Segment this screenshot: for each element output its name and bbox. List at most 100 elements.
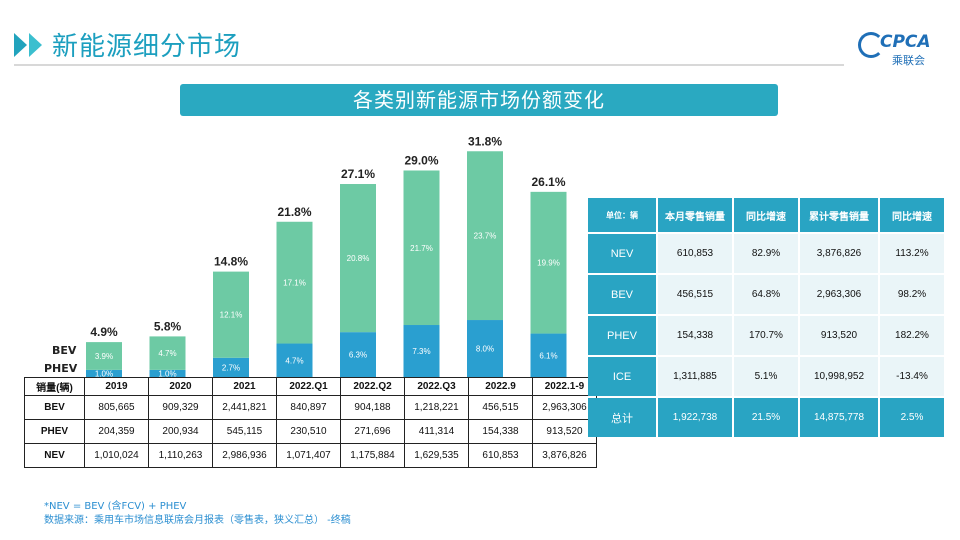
table-cell: 271,696 bbox=[340, 419, 405, 444]
data-label-phev: 7.3% bbox=[412, 347, 430, 356]
page-header: 新能源细分市场 bbox=[14, 26, 241, 63]
sales-table-col: 2021 bbox=[212, 377, 277, 396]
data-label-phev: 4.7% bbox=[285, 356, 303, 365]
table-row: BEV 805,665 909,329 2,441,821 840,897 90… bbox=[24, 395, 597, 420]
table-cell: 1,010,024 bbox=[84, 443, 149, 468]
header-divider bbox=[14, 64, 844, 66]
summary-table: 单位：辆 本月零售销量 同比增速 累计零售销量 同比增速 NEV 610,853… bbox=[586, 196, 946, 439]
data-label-bev: 20.8% bbox=[347, 254, 370, 263]
bar-bev bbox=[86, 342, 122, 370]
summary-cell: 64.8% bbox=[734, 275, 798, 314]
table-cell: 904,188 bbox=[340, 395, 405, 420]
bar-bev bbox=[149, 336, 186, 370]
bar-phev bbox=[530, 333, 567, 377]
summary-cell: 913,520 bbox=[800, 316, 878, 355]
row-label: BEV bbox=[24, 395, 85, 420]
data-label-phev: 6.3% bbox=[349, 351, 367, 360]
table-cell: 840,897 bbox=[276, 395, 341, 420]
data-label-bev: 12.1% bbox=[220, 311, 243, 320]
data-label-phev: 6.1% bbox=[539, 351, 557, 360]
summary-cell: 1,311,885 bbox=[658, 357, 732, 396]
bar-phev bbox=[149, 369, 186, 377]
summary-cell: 2.5% bbox=[880, 398, 944, 437]
sales-table-col: 2022.Q2 bbox=[340, 377, 405, 396]
summary-row: PHEV 154,338 170.7% 913,520 182.2% bbox=[588, 316, 944, 355]
table-cell: 909,329 bbox=[148, 395, 213, 420]
summary-row-label: BEV bbox=[588, 275, 656, 314]
table-cell: 913,520 bbox=[532, 419, 597, 444]
table-cell: 154,338 bbox=[468, 419, 533, 444]
summary-header: 累计零售销量 bbox=[800, 198, 878, 232]
summary-cell: 610,853 bbox=[658, 234, 732, 273]
summary-cell: 456,515 bbox=[658, 275, 732, 314]
summary-cell: 1,922,738 bbox=[658, 398, 732, 437]
data-label-bev: 19.9% bbox=[537, 259, 560, 268]
table-row: PHEV 204,359 200,934 545,115 230,510 271… bbox=[24, 419, 597, 444]
bar-bev bbox=[276, 221, 313, 344]
summary-cell: 2,963,306 bbox=[800, 275, 878, 314]
row-label: NEV bbox=[24, 443, 85, 468]
summary-row: NEV 610,853 82.9% 3,876,826 113.2% bbox=[588, 234, 944, 273]
data-label-bev: 23.7% bbox=[474, 232, 497, 241]
sales-table-header-row: 销量(辆) 2019 2020 2021 2022.Q1 2022.Q2 202… bbox=[24, 377, 597, 396]
data-label-total: 21.8% bbox=[277, 205, 311, 219]
table-cell: 2,963,306 bbox=[532, 395, 597, 420]
sales-table-col: 2020 bbox=[148, 377, 213, 396]
table-cell: 411,314 bbox=[404, 419, 469, 444]
bar-phev bbox=[86, 369, 122, 377]
table-cell: 545,115 bbox=[212, 419, 277, 444]
legend-phev: PHEV bbox=[44, 362, 78, 375]
data-label-total: 31.8% bbox=[468, 134, 502, 148]
chart-title-banner: 各类别新能源市场份额变化 bbox=[180, 84, 778, 116]
data-label-bev: 4.7% bbox=[158, 349, 176, 358]
summary-cell: 10,998,952 bbox=[800, 357, 878, 396]
chevron-icon bbox=[14, 32, 44, 57]
summary-row-label: 总计 bbox=[588, 398, 656, 437]
summary-row: ICE 1,311,885 5.1% 10,998,952 -13.4% bbox=[588, 357, 944, 396]
summary-cell: 21.5% bbox=[734, 398, 798, 437]
bar-bev bbox=[530, 191, 567, 334]
data-label-bev: 21.7% bbox=[410, 244, 433, 253]
summary-row-label: NEV bbox=[588, 234, 656, 273]
summary-header-row: 单位：辆 本月零售销量 同比增速 累计零售销量 同比增速 bbox=[588, 198, 944, 232]
summary-cell: 113.2% bbox=[880, 234, 944, 273]
sales-table-col: 2022.Q3 bbox=[404, 377, 469, 396]
table-cell: 1,110,263 bbox=[148, 443, 213, 468]
logo-text: CPCA bbox=[880, 32, 931, 52]
data-label-phev: 8.0% bbox=[476, 345, 494, 354]
table-cell: 805,665 bbox=[84, 395, 149, 420]
data-label-phev: 2.7% bbox=[222, 363, 240, 372]
table-cell: 200,934 bbox=[148, 419, 213, 444]
logo-orb-icon bbox=[858, 32, 884, 58]
bar-bev bbox=[467, 151, 503, 321]
summary-cell: 3,876,826 bbox=[800, 234, 878, 273]
table-cell: 456,515 bbox=[468, 395, 533, 420]
bar-phev bbox=[276, 343, 313, 377]
table-cell: 2,986,936 bbox=[212, 443, 277, 468]
data-label-total: 27.1% bbox=[341, 167, 375, 181]
cpca-logo: CPCA 乘联会 bbox=[852, 26, 948, 70]
summary-cell: 182.2% bbox=[880, 316, 944, 355]
data-label-total: 5.8% bbox=[154, 319, 182, 333]
summary-cell: 98.2% bbox=[880, 275, 944, 314]
row-label: PHEV bbox=[24, 419, 85, 444]
bar-bev bbox=[340, 184, 376, 333]
data-label-bev: 17.1% bbox=[283, 279, 306, 288]
summary-unit: 单位：辆 bbox=[588, 198, 656, 232]
table-cell: 204,359 bbox=[84, 419, 149, 444]
bar-bev bbox=[213, 271, 249, 358]
legend-bev: BEV bbox=[52, 344, 77, 357]
bar-phev bbox=[403, 325, 440, 377]
footnote-definition: *NEV = BEV (含FCV) + PHEV bbox=[44, 501, 187, 512]
bar-phev bbox=[467, 320, 503, 377]
summary-cell: 5.1% bbox=[734, 357, 798, 396]
bar-phev bbox=[213, 357, 249, 377]
summary-cell: 170.7% bbox=[734, 316, 798, 355]
table-cell: 610,853 bbox=[468, 443, 533, 468]
data-label-total: 14.8% bbox=[214, 255, 248, 269]
summary-row-label: ICE bbox=[588, 357, 656, 396]
data-label-total: 29.0% bbox=[404, 153, 438, 167]
data-label-total: 4.9% bbox=[90, 325, 118, 339]
table-cell: 1,071,407 bbox=[276, 443, 341, 468]
table-cell: 3,876,826 bbox=[532, 443, 597, 468]
